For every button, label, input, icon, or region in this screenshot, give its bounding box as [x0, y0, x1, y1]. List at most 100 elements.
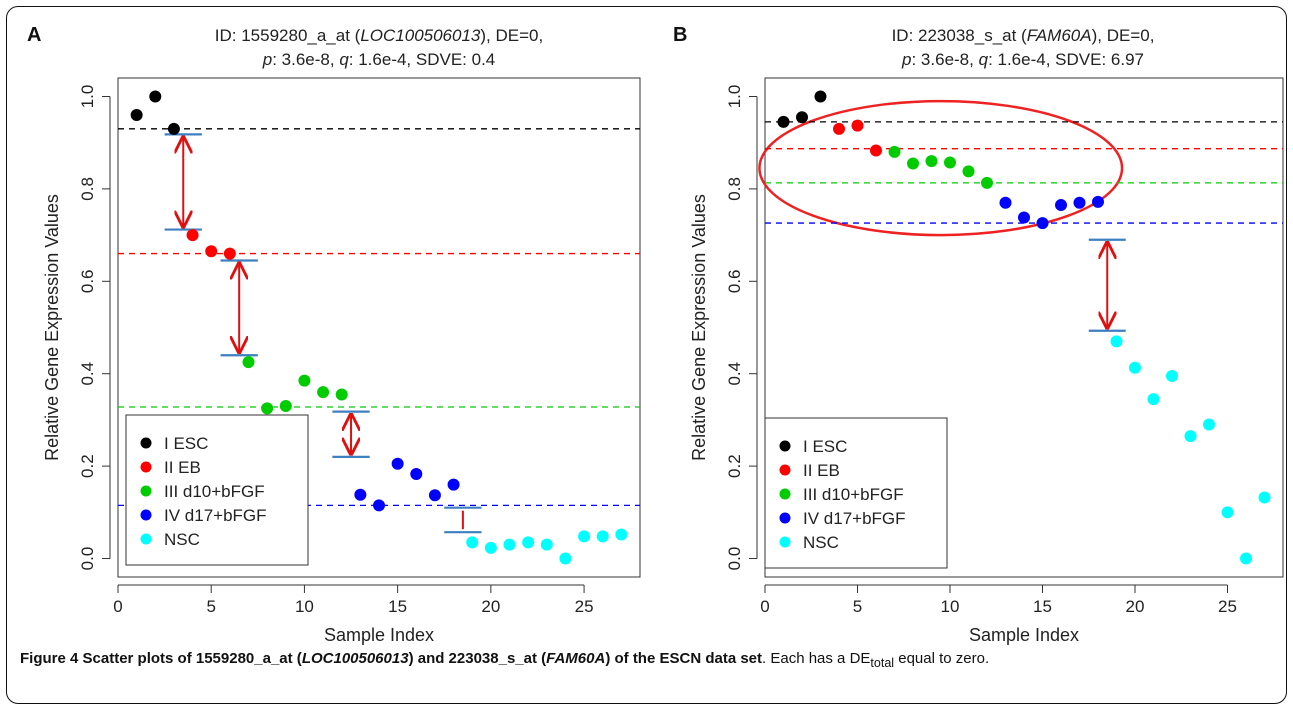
data-point	[298, 374, 311, 387]
x-axis: 0 5 10 15 20 25 Sample Index	[113, 584, 594, 645]
y-tick-label: 0.8	[725, 177, 744, 201]
legend-marker	[779, 440, 791, 452]
legend-label: II EB	[803, 461, 840, 480]
y-tick-label: 0.4	[78, 362, 97, 386]
legend-label: II EB	[164, 458, 201, 477]
data-point	[999, 196, 1012, 209]
caption-title-mid: ) and 223038_s_at (	[408, 650, 547, 667]
data-point	[223, 247, 236, 260]
legend-label: NSC	[164, 530, 200, 549]
y-tick-label: 0.6	[725, 269, 744, 293]
data-point	[1018, 211, 1030, 224]
series-3	[999, 195, 1104, 230]
data-point	[1203, 418, 1215, 431]
data-point	[522, 536, 535, 549]
title-line1-part-1: LOC100506013	[360, 26, 481, 45]
title-line2-part-3: : 1.6e-4, SDVE: 0.4	[349, 50, 495, 69]
x-axis-label: Sample Index	[324, 625, 434, 645]
legend-label: IV d17+bFGF	[164, 506, 267, 525]
legend-box	[764, 417, 948, 569]
series-4	[1110, 335, 1271, 565]
title-line1-part-0: ID: 223038_s_at (	[892, 26, 1027, 45]
y-axis-label: Relative Gene Expression Values	[689, 194, 709, 461]
legend-marker	[140, 509, 152, 521]
data-point	[466, 536, 479, 549]
y-axis: 0.0 0.2 0.4 0.6 0.8 1.0 Relative Gene Expressi…	[42, 85, 111, 571]
title-line2-part-2: q	[339, 50, 349, 69]
y-tick-label: 0.2	[725, 454, 744, 478]
title-line2-part-1: : 3.6e-8,	[911, 50, 978, 69]
data-point	[944, 156, 956, 169]
data-point	[962, 165, 975, 178]
data-point	[540, 538, 553, 551]
data-point	[1258, 491, 1271, 504]
legend-marker	[779, 536, 791, 548]
series-1	[833, 119, 882, 157]
data-point	[149, 90, 162, 103]
panel-b: B ID: 223038_s_at (FAM60A), DE=0, p: 3.6e-…	[673, 24, 1284, 645]
x-tick-label: 0	[113, 597, 122, 616]
data-point	[484, 541, 497, 554]
x-tick-label: 20	[481, 597, 500, 616]
series-0	[777, 90, 827, 128]
data-point	[428, 489, 441, 502]
series-0	[130, 90, 180, 135]
legend: I ESC II EB III d10+bFGF IV d17+bFGF NSC	[125, 414, 309, 566]
title-line1-part-2: ), DE=0,	[1092, 26, 1155, 45]
caption-title-post: ) of the ESCN data set	[605, 650, 763, 667]
y-tick-label: 0.0	[78, 547, 97, 571]
data-point	[1092, 195, 1104, 208]
legend-marker	[779, 464, 791, 476]
series-3	[354, 457, 460, 512]
data-point	[796, 111, 808, 124]
data-point	[981, 176, 993, 189]
data-point	[335, 388, 348, 401]
data-point	[559, 552, 572, 565]
data-point	[1221, 506, 1234, 519]
series-1	[186, 229, 236, 260]
x-tick-label: 20	[1126, 597, 1145, 616]
data-point	[851, 119, 864, 132]
x-tick-label: 15	[1033, 597, 1052, 616]
data-point	[317, 386, 330, 399]
data-point	[870, 144, 882, 157]
legend-marker	[140, 533, 152, 545]
chart-title-line2: p: 3.6e-8, q: 1.6e-4, SDVE: 6.97	[901, 50, 1144, 69]
gap-marker	[1088, 238, 1126, 332]
caption-figure-label: Figure 4	[20, 650, 79, 667]
x-tick-label: 10	[941, 597, 960, 616]
data-point	[1055, 199, 1067, 212]
panel-label: A	[27, 24, 41, 46]
title-line2-part-2: q	[979, 50, 989, 69]
gap-marker	[220, 259, 258, 357]
data-point	[279, 400, 292, 413]
data-point	[354, 488, 367, 501]
data-point	[410, 467, 423, 480]
y-axis-label: Relative Gene Expression Values	[42, 194, 62, 461]
legend-marker	[140, 437, 152, 449]
legend-label: III d10+bFGF	[803, 485, 904, 504]
legend-label: IV d17+bFGF	[803, 509, 906, 528]
legend: I ESC II EB III d10+bFGF IV d17+bFGF NSC	[764, 417, 948, 569]
y-tick-label: 1.0	[78, 85, 97, 109]
plot-area	[117, 77, 641, 578]
legend-marker	[140, 461, 152, 473]
data-point	[447, 478, 460, 491]
series-2	[242, 356, 348, 415]
data-point	[1036, 217, 1049, 230]
y-tick-label: 0.2	[78, 454, 97, 478]
legend-label: I ESC	[164, 434, 208, 453]
caption-text-post: equal to zero.	[894, 650, 990, 667]
y-tick-label: 0.6	[78, 269, 97, 293]
title-line2-part-1: : 3.6e-8,	[272, 50, 339, 69]
panel-a: A ID: 1559280_a_at (LOC100506013), DE=0, p…	[27, 24, 641, 645]
gap-marker	[332, 410, 370, 458]
data-point	[1184, 430, 1197, 443]
data-point	[907, 157, 919, 170]
title-line1-part-2: ), DE=0,	[480, 26, 543, 45]
data-point	[596, 530, 609, 543]
data-point	[578, 530, 591, 543]
plot-area	[764, 77, 1284, 578]
caption-gene-2: FAM60A	[546, 650, 606, 667]
data-point	[615, 528, 628, 541]
